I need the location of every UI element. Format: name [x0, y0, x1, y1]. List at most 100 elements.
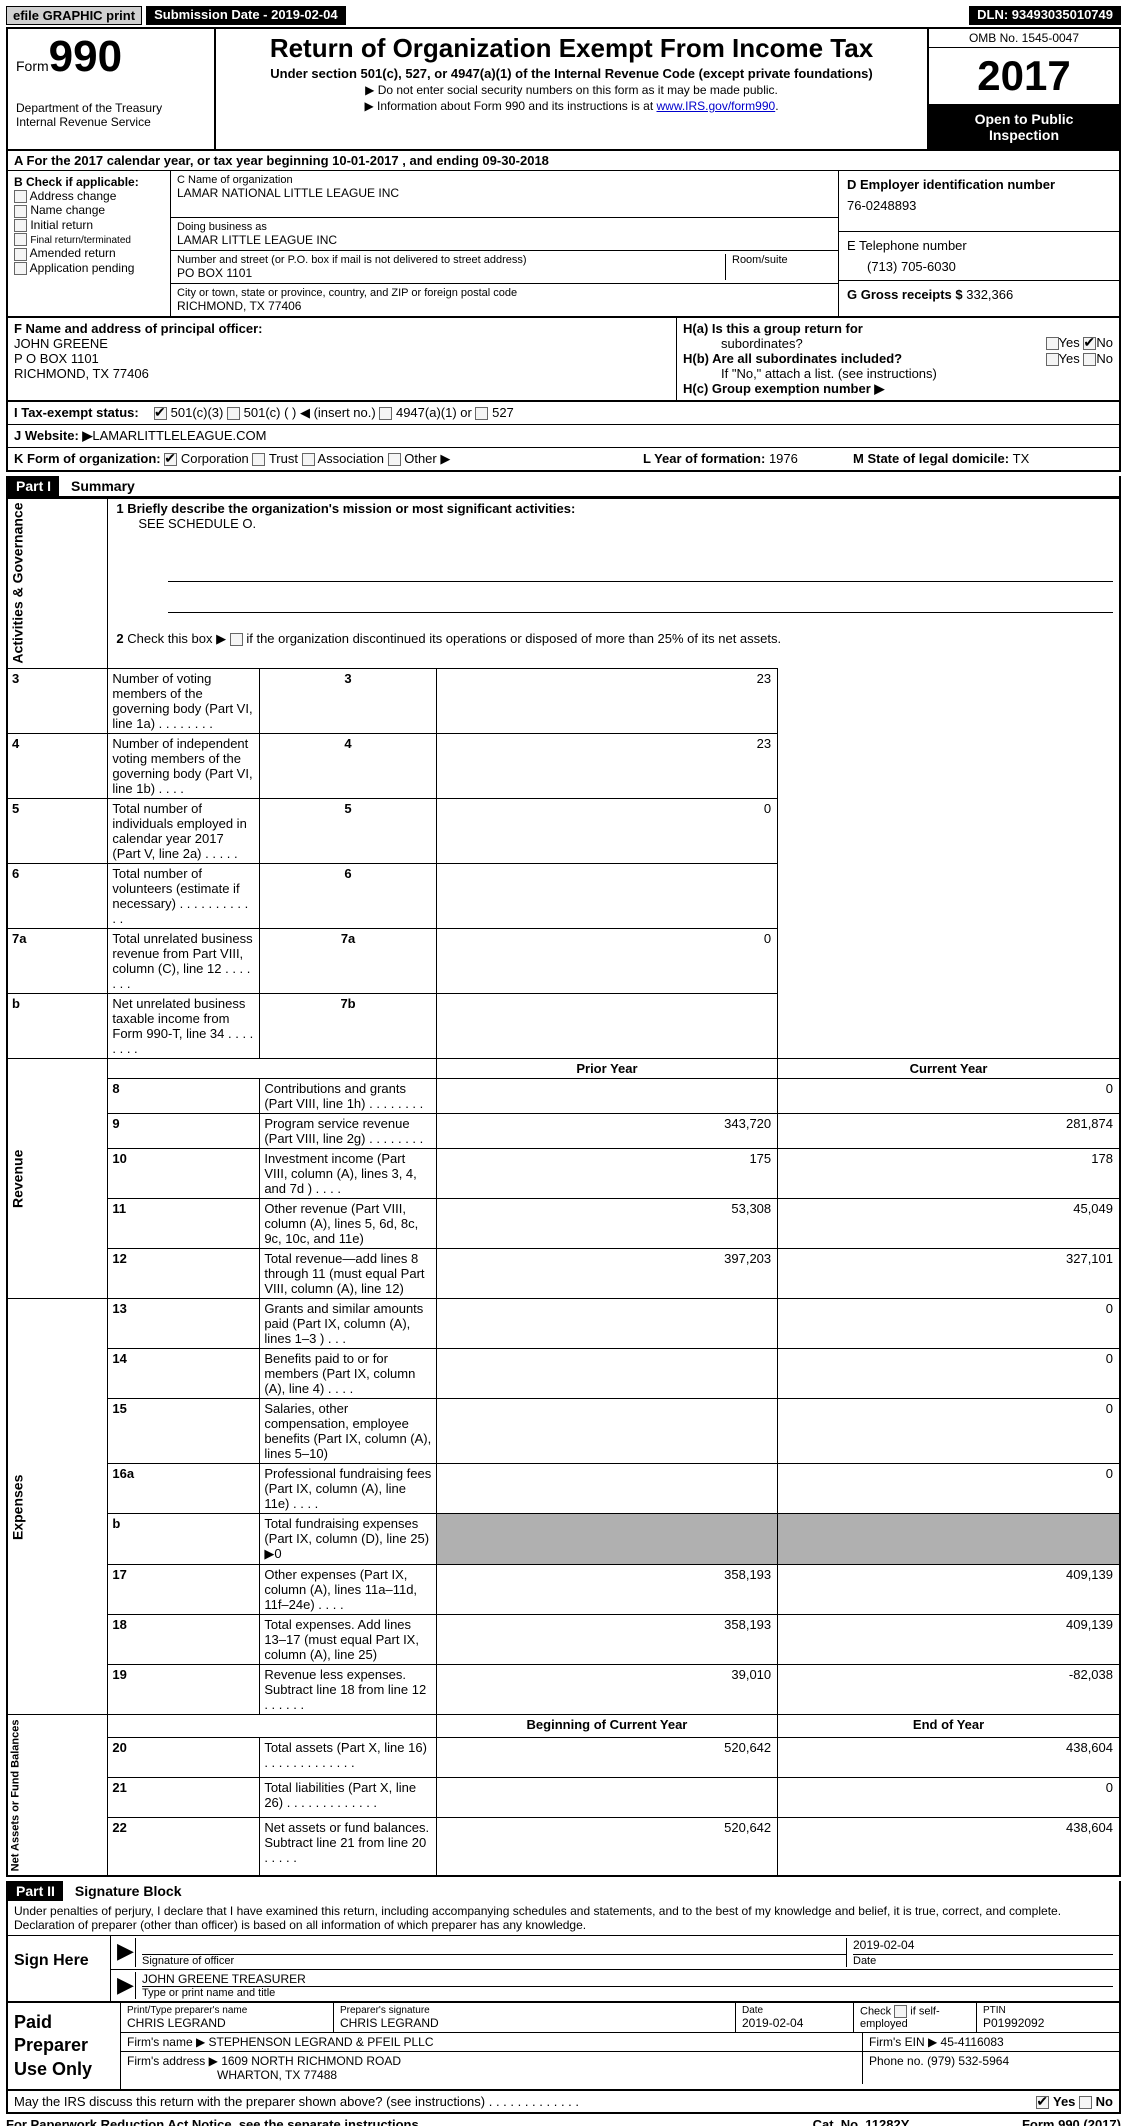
cb-501c[interactable]	[227, 407, 240, 420]
discuss-line: May the IRS discuss this return with the…	[6, 2091, 1121, 2114]
cb-discuss-no[interactable]	[1079, 2096, 1092, 2109]
prior-val	[436, 1464, 777, 1514]
line-num: 6	[7, 864, 108, 929]
cb-discuss-yes[interactable]	[1036, 2096, 1049, 2109]
firm-name-label: Firm's name ▶	[127, 2035, 209, 2049]
street-addr: PO BOX 1101	[177, 266, 725, 280]
line-desc: Grants and similar amounts paid (Part IX…	[260, 1299, 436, 1349]
lbl-corp: Corporation	[181, 451, 249, 466]
cb-app-pending[interactable]	[14, 262, 27, 275]
cb-name-change[interactable]	[14, 205, 27, 218]
officer-print-name: JOHN GREENE TREASURER	[142, 1972, 1113, 1987]
cb-final-return[interactable]	[14, 233, 27, 246]
cb-assoc[interactable]	[302, 453, 315, 466]
part2-header: Part II	[8, 1881, 63, 1901]
prior-val	[436, 1299, 777, 1349]
prior-val: 343,720	[436, 1114, 777, 1149]
line-desc: Total number of individuals employed in …	[108, 799, 260, 864]
curr-val: 281,874	[778, 1114, 1120, 1149]
firm-name: STEPHENSON LEGRAND & PFEIL PLLC	[209, 2035, 434, 2049]
curr-val: 45,049	[778, 1199, 1120, 1249]
line-num: 12	[108, 1249, 260, 1299]
cb-corp[interactable]	[164, 453, 177, 466]
form-title: Return of Organization Exempt From Incom…	[224, 33, 919, 64]
year-formation-label: L Year of formation:	[643, 451, 769, 466]
cb-trust[interactable]	[252, 453, 265, 466]
cb-self-employed[interactable]	[894, 2005, 907, 2018]
cb-ha-no[interactable]	[1083, 337, 1096, 350]
line-code: 4	[260, 734, 436, 799]
firm-phone: (979) 532-5964	[927, 2054, 1009, 2068]
prior-val	[436, 1399, 777, 1464]
curr-val: 438,604	[778, 1818, 1120, 1876]
hb-note: If "No," attach a list. (see instruction…	[683, 366, 1113, 381]
cb-hb-yes[interactable]	[1046, 353, 1059, 366]
prior-val: 39,010	[436, 1665, 777, 1715]
line-num: 8	[108, 1079, 260, 1114]
cb-other[interactable]	[388, 453, 401, 466]
form-org-label: K Form of organization:	[14, 451, 161, 466]
firm-ein-label: Firm's EIN ▶	[869, 2035, 941, 2049]
cb-initial-return[interactable]	[14, 219, 27, 232]
line-desc: Other expenses (Part IX, column (A), lin…	[260, 1565, 436, 1615]
hc-label: H(c) Group exemption number ▶	[683, 381, 1113, 397]
line-desc: Professional fundraising fees (Part IX, …	[260, 1464, 436, 1514]
lbl-final-return: Final return/terminated	[30, 235, 131, 246]
hdr-eoy: End of Year	[778, 1715, 1120, 1738]
cb-discontinued[interactable]	[230, 633, 243, 646]
gross-receipts-label: G Gross receipts $	[847, 287, 966, 302]
website: LAMARLITTLELEAGUE.COM	[92, 428, 266, 444]
line-num: 7a	[7, 929, 108, 994]
line-num: 19	[108, 1665, 260, 1715]
vlabel-rev: Revenue	[7, 1059, 108, 1299]
cb-501c3[interactable]	[154, 407, 167, 420]
line-desc: Net assets or fund balances. Subtract li…	[260, 1818, 436, 1876]
phone: (713) 705-6030	[847, 259, 1111, 274]
cb-amended[interactable]	[14, 248, 27, 261]
summary-table: Activities & Governance 1 Briefly descri…	[6, 497, 1121, 1877]
lbl-app-pending: Application pending	[30, 261, 135, 275]
firm-phone-label: Phone no.	[869, 2054, 927, 2068]
part1-title: Summary	[71, 478, 135, 494]
lbl-501c3: 501(c)(3)	[171, 405, 224, 420]
cb-address-change[interactable]	[14, 190, 27, 203]
dln: DLN: 93493035010749	[969, 6, 1121, 25]
curr-val: 327,101	[778, 1249, 1120, 1299]
lbl-527: 527	[492, 405, 514, 420]
curr-val: 0	[778, 1778, 1120, 1818]
prep-date-label: Date	[742, 2005, 847, 2016]
line-desc: Net unrelated business taxable income fr…	[108, 994, 260, 1059]
hdr-prior: Prior Year	[436, 1059, 777, 1079]
prep-name: CHRIS LEGRAND	[127, 2016, 327, 2030]
city-state-zip: RICHMOND, TX 77406	[177, 299, 832, 313]
line-val: 23	[436, 734, 777, 799]
officer-addr1: P O BOX 1101	[14, 351, 670, 366]
cb-hb-no[interactable]	[1083, 353, 1096, 366]
form-label: Form	[16, 58, 49, 74]
irs-link[interactable]: www.IRS.gov/form990	[656, 99, 775, 113]
sig-arrow-1: ▶	[117, 1938, 135, 1967]
curr-val: 438,604	[778, 1738, 1120, 1778]
curr-val: 0	[778, 1299, 1120, 1349]
line-num: 11	[108, 1199, 260, 1249]
sig-arrow-2: ▶	[117, 1972, 135, 1999]
line-num: 16a	[108, 1464, 260, 1514]
line-num: 13	[108, 1299, 260, 1349]
cb-4947[interactable]	[379, 407, 392, 420]
hdr-boy: Beginning of Current Year	[436, 1715, 777, 1738]
type-print-label: Type or print name and title	[142, 1987, 1113, 1999]
line-desc: Other revenue (Part VIII, column (A), li…	[260, 1199, 436, 1249]
room-suite-label: Room/suite	[726, 254, 832, 280]
tax-exempt-label: I Tax-exempt status:	[14, 405, 154, 421]
cb-ha-yes[interactable]	[1046, 337, 1059, 350]
cb-527[interactable]	[475, 407, 488, 420]
firm-addr-label: Firm's address ▶	[127, 2054, 221, 2068]
lbl-4947: 4947(a)(1) or	[396, 405, 472, 420]
prior-val	[436, 1778, 777, 1818]
line-desc: Benefits paid to or for members (Part IX…	[260, 1349, 436, 1399]
efile-button[interactable]: efile GRAPHIC print	[6, 6, 142, 25]
sig-date: 2019-02-04	[853, 1938, 1113, 1955]
ein-label: D Employer identification number	[847, 177, 1111, 192]
officer-addr2: RICHMOND, TX 77406	[14, 366, 670, 381]
part1-header: Part I	[8, 476, 59, 496]
